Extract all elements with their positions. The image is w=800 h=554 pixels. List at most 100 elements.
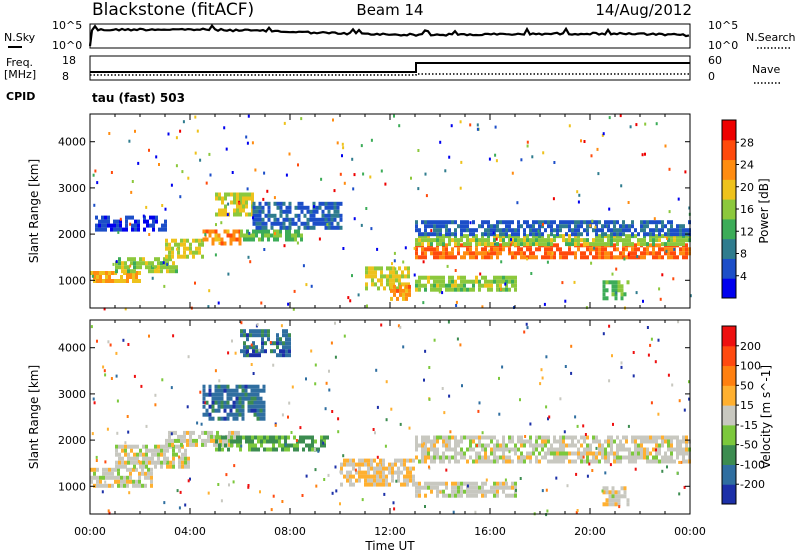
x-axis-label: Time UT: [364, 539, 415, 553]
data-cell: [685, 251, 688, 256]
data-cell: [163, 444, 166, 449]
data-cell: [565, 455, 568, 460]
data-cell: [619, 455, 622, 460]
data-cell: [496, 439, 499, 444]
data-cell: [311, 447, 314, 452]
data-cell: [250, 388, 254, 393]
data-cell: [105, 483, 108, 488]
data-cell: [670, 232, 673, 237]
noise-cell: [504, 282, 507, 286]
data-cell: [415, 455, 418, 460]
data-cell: [617, 288, 621, 293]
data-cell: [253, 384, 257, 389]
data-cell: [613, 455, 616, 460]
data-cell: [451, 455, 454, 460]
data-cell: [267, 201, 271, 206]
data-cell: [248, 192, 251, 197]
noise-cell: [196, 129, 199, 133]
data-cell: [247, 392, 251, 397]
data-cell: [637, 247, 640, 252]
noise-cell: [641, 153, 644, 157]
data-cell: [227, 192, 230, 197]
data-cell: [161, 223, 164, 228]
noise-cell: [318, 237, 321, 241]
data-cell: [239, 196, 242, 201]
data-cell: [382, 482, 385, 487]
data-cell: [349, 478, 352, 483]
data-cell: [155, 215, 158, 220]
data-cell: [496, 228, 499, 233]
data-cell: [496, 279, 499, 284]
data-cell: [565, 435, 568, 440]
data-cell: [279, 341, 282, 346]
data-cell: [670, 247, 673, 252]
data-cell: [676, 435, 679, 440]
data-cell: [424, 287, 427, 292]
data-cell: [505, 455, 508, 460]
noise-cell: [384, 444, 387, 448]
data-cell: [311, 443, 314, 448]
data-cell: [276, 333, 279, 338]
data-cell: [107, 223, 110, 228]
data-cell: [679, 439, 682, 444]
noise-cell: [217, 301, 220, 305]
data-cell: [407, 274, 410, 279]
data-cell: [255, 229, 258, 234]
colorbar-tick-label: 15: [740, 399, 754, 412]
data-cell: [514, 283, 517, 288]
data-cell: [535, 459, 538, 464]
data-cell: [287, 447, 290, 452]
data-cell: [673, 242, 676, 247]
data-cell: [652, 455, 655, 460]
data-cell: [616, 455, 619, 460]
data-cell: [463, 283, 466, 288]
data-cell: [601, 238, 604, 243]
noise-cell: [508, 450, 511, 454]
noise-cell: [459, 343, 462, 347]
data-cell: [460, 255, 463, 260]
data-cell: [493, 275, 496, 280]
data-cell: [532, 447, 535, 452]
data-cell: [511, 435, 514, 440]
data-cell: [255, 205, 259, 210]
data-cell: [202, 229, 206, 234]
data-cell: [139, 257, 142, 262]
data-cell: [442, 279, 445, 284]
data-cell: [327, 209, 331, 214]
data-cell: [174, 242, 177, 247]
data-cell: [404, 266, 407, 271]
data-cell: [104, 227, 107, 232]
data-cell: [264, 349, 267, 354]
data-cell: [309, 217, 313, 222]
data-cell: [192, 254, 195, 259]
noise-cell: [281, 500, 284, 503]
data-cell: [160, 464, 163, 469]
noise-cell: [390, 407, 393, 411]
data-cell: [547, 255, 550, 260]
data-cell: [297, 213, 301, 218]
data-cell: [517, 455, 520, 460]
data-cell: [244, 396, 248, 401]
data-cell: [550, 220, 553, 225]
data-cell: [229, 388, 233, 393]
data-cell: [117, 279, 120, 283]
data-cell: [220, 392, 224, 397]
data-cell: [358, 478, 361, 483]
data-cell: [475, 489, 478, 494]
noise-cell: [391, 262, 393, 266]
data-cell: [373, 474, 376, 479]
noise-cell: [310, 349, 313, 353]
data-cell: [349, 474, 352, 479]
data-cell: [655, 459, 658, 464]
data-cell: [514, 451, 517, 456]
data-cell: [116, 223, 119, 228]
data-cell: [220, 241, 224, 246]
data-cell: [568, 228, 571, 233]
data-cell: [586, 455, 589, 460]
data-cell: [622, 224, 625, 229]
data-cell: [430, 242, 433, 247]
x-tick-label: 16:00: [474, 525, 506, 538]
data-cell: [288, 221, 292, 226]
data-cell: [472, 255, 475, 260]
data-cell: [454, 279, 457, 284]
